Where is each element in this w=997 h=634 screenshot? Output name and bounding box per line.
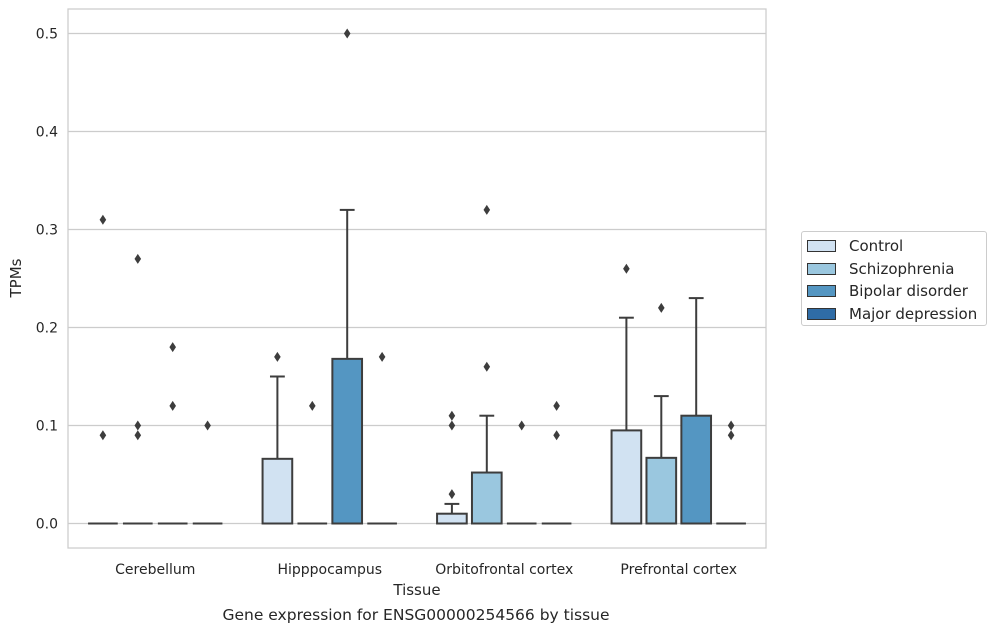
legend-swatch [807,262,836,275]
legend-swatch [807,307,836,320]
box-bipolar-disorder [680,297,713,525]
legend-label: Bipolar disorder [849,282,968,301]
box-schizophrenia [470,204,503,525]
outlier-point [99,430,107,441]
y-tick-label: 0.4 [36,125,58,141]
legend-item: Bipolar disorder [807,280,986,303]
y-tick-label: 0.0 [36,517,58,533]
box-body [470,471,503,525]
box-control [261,351,294,525]
legend-swatch [807,240,836,253]
legend-swatch [807,285,836,298]
box-major-depression [367,351,397,525]
outlier-point [727,420,735,431]
outlier-point [134,253,142,264]
outlier-point [274,351,281,362]
chart-caption: Gene expression for ENSG00000254566 by t… [222,606,610,624]
box-major-depression [716,420,746,525]
box-major-depression [192,420,223,525]
x-tick-label: Prefrontal cortex [620,562,737,578]
outlier-point [99,214,107,225]
x-tick-label: Orbitofrontal cortex [435,562,573,578]
y-tick-label: 0.1 [36,419,58,435]
y-tick-label: 0.3 [36,223,58,239]
outlier-point [378,351,386,362]
outlier-point [483,361,491,372]
box-body [261,457,294,525]
outlier-point [553,400,560,411]
box-bipolar-disorder [506,420,537,525]
x-tick-label: Hipppocampus [277,562,382,578]
box-schizophrenia [645,302,678,525]
outlier-point [134,420,142,431]
boxes [88,28,746,525]
box-control [610,263,643,525]
outlier-point [727,430,735,441]
box-schizophrenia [122,253,153,525]
legend-label: Control [849,237,904,256]
box-control [88,214,118,525]
box-body [680,414,713,525]
plot-area-frame [67,8,767,549]
outlier-point [134,430,142,441]
legend-label: Major depression [849,304,978,323]
outlier-point [448,420,456,431]
box-major-depression [541,400,572,525]
outlier-point [448,489,456,500]
outlier-point [169,342,176,353]
outlier-point [204,420,211,431]
outlier-point [553,430,560,441]
y-axis-title: TPMs [7,258,25,298]
box-schizophrenia [297,400,328,525]
legend-item: Control [807,235,986,258]
x-tick-labels: Cerebellum Hipppocampus Orbitofrontal cort… [115,562,737,578]
legend-item: Schizophrenia [807,258,986,281]
x-tick-label: Cerebellum [115,562,195,578]
outlier-point [343,28,351,39]
y-tick-labels: 0.0 0.1 0.2 0.3 0.4 0.5 [36,27,58,533]
y-tick-label: 0.5 [36,27,58,43]
outlier-point [483,204,491,215]
outlier-point [169,400,176,411]
outlier-point [518,420,525,431]
box-body [331,357,364,525]
legend-label: Schizophrenia [849,259,955,278]
outlier-point [658,302,665,313]
box-bipolar-disorder [157,342,188,525]
box-body [436,512,468,525]
y-tick-label: 0.2 [36,321,58,337]
outlier-point [448,410,456,421]
box-bipolar-disorder [331,28,364,525]
outlier-point [623,263,630,274]
x-axis-title: Tissue [392,581,440,599]
outlier-point [309,400,316,411]
box-control [436,410,468,525]
box-body [645,456,678,525]
legend-item: Major depression [807,303,986,326]
legend: Control Schizophrenia Bipolar disorder Majo… [801,231,987,326]
box-body [610,429,643,525]
